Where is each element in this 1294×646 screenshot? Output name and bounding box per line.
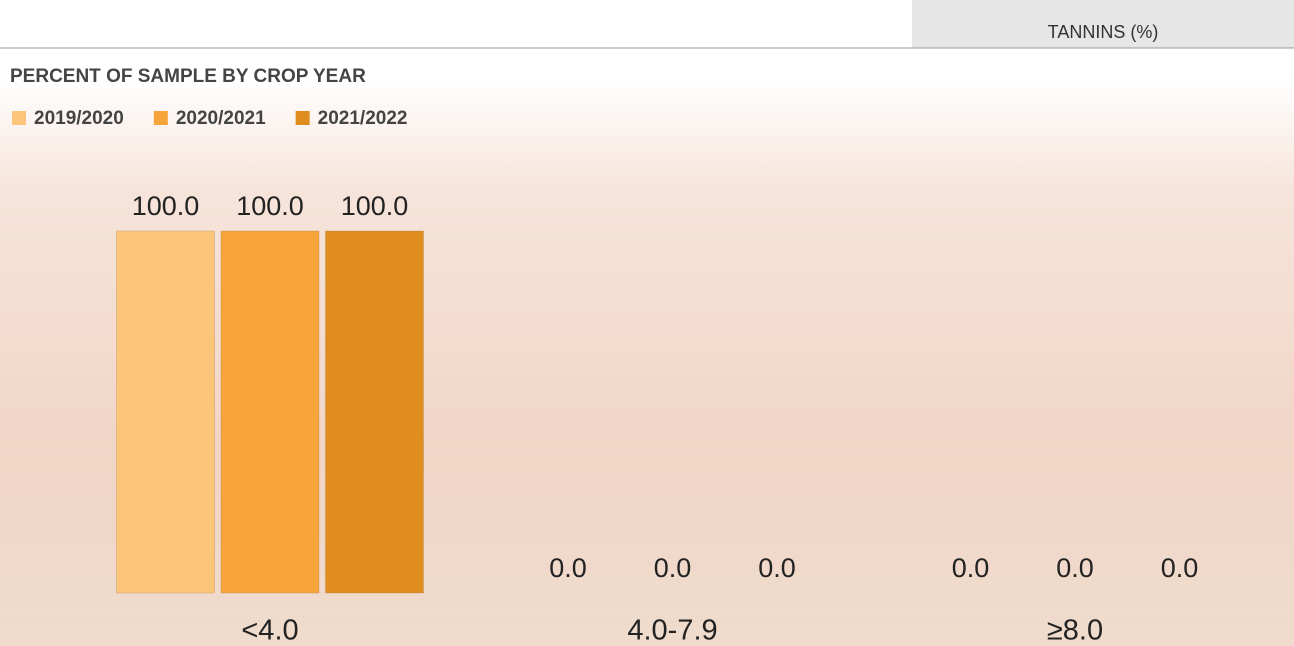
value-label: 0.0 [1056,553,1094,583]
chart-title: PERCENT OF SAMPLE BY CROP YEAR [10,66,366,87]
x-tick-label: 4.0-7.9 [627,615,717,646]
legend-label: 2020/2021 [176,108,266,129]
value-label: 100.0 [341,191,409,221]
legend-label: 2021/2022 [318,108,408,129]
bar [116,230,215,594]
value-label: 0.0 [654,553,692,583]
legend-swatch [12,111,26,125]
x-tick-label: ≥8.0 [1047,615,1103,646]
value-label: 0.0 [758,553,796,583]
value-label: 0.0 [952,553,990,583]
value-label: 0.0 [1161,553,1199,583]
legend-label: 2019/2020 [34,108,124,129]
legend-swatch [153,111,168,125]
value-label: 100.0 [236,191,304,221]
bar [220,230,320,594]
value-label: 0.0 [549,553,587,583]
x-tick-label: <4.0 [241,615,298,646]
legend-swatch [295,111,310,125]
header-tab [912,0,1294,48]
header-tab-label: TANNINS (%) [1048,22,1159,42]
value-label: 100.0 [132,191,200,221]
bar [325,230,424,594]
